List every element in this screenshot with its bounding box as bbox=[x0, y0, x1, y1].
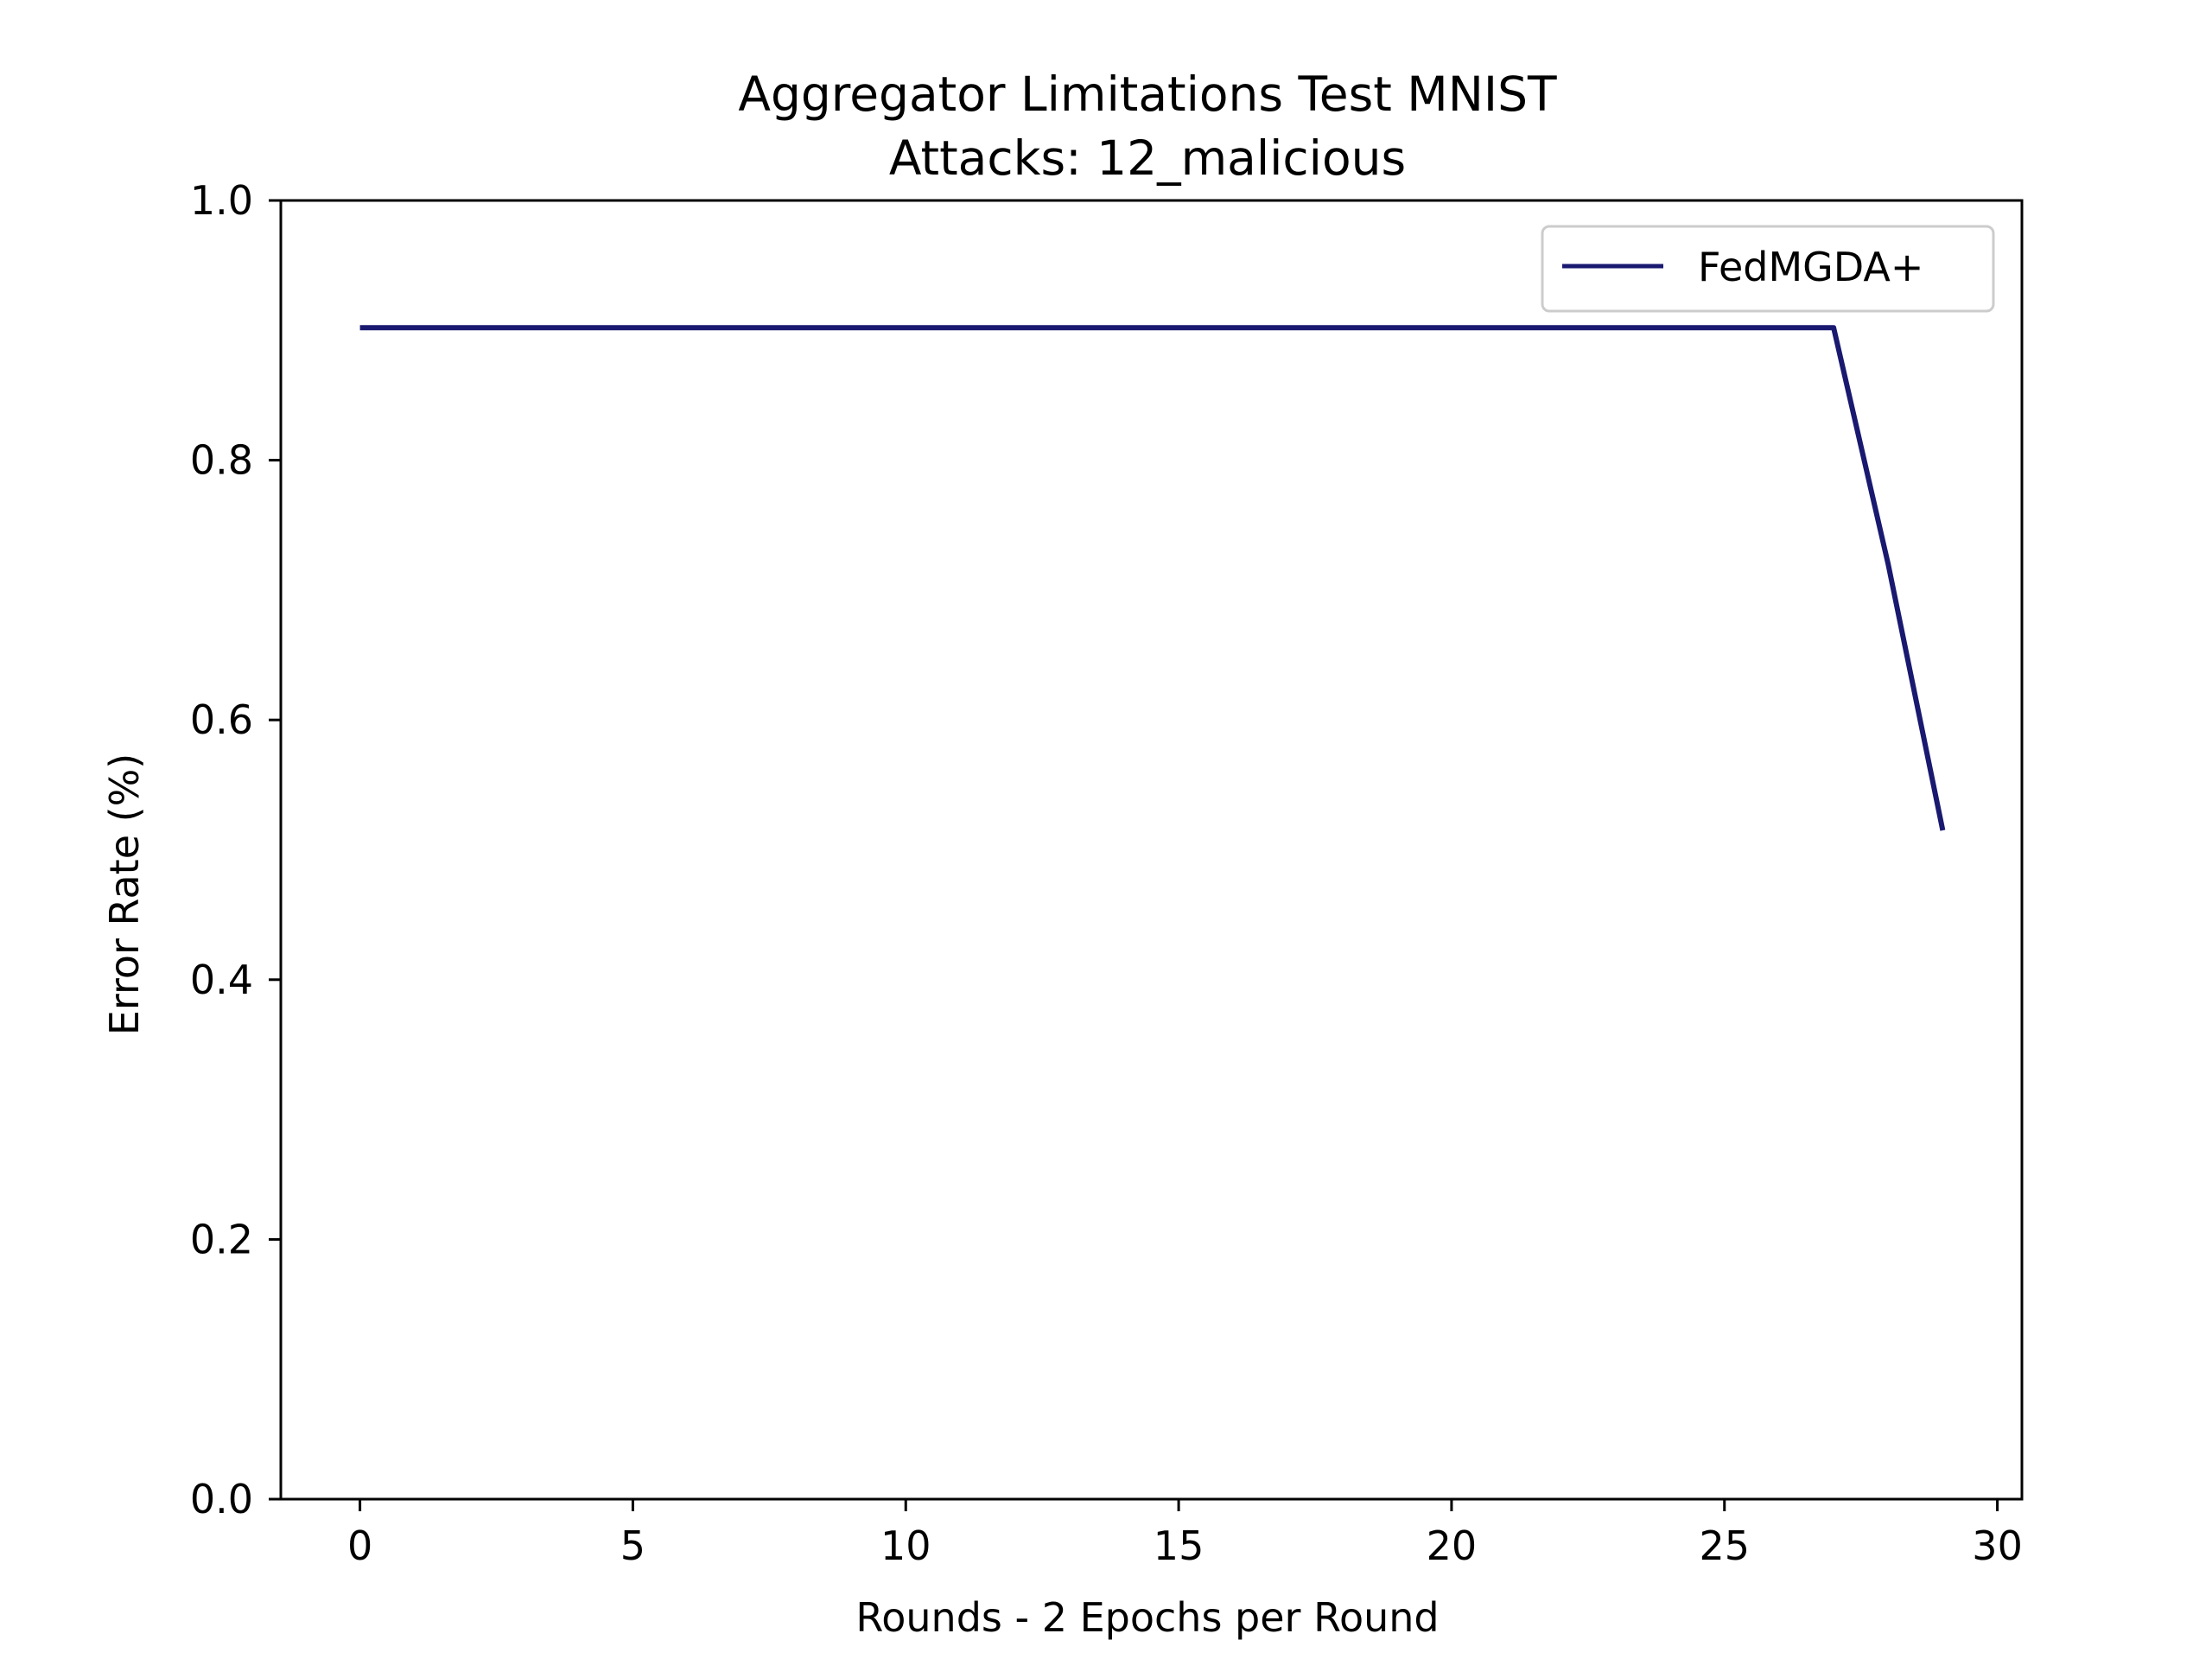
plot-frame bbox=[279, 199, 2024, 1501]
x-tick-label: 15 bbox=[1154, 1522, 1205, 1569]
y-tick-label: 0.8 bbox=[190, 437, 253, 484]
x-axis-label: Rounds - 2 Epochs per Round bbox=[855, 1594, 1439, 1641]
x-tick-label: 20 bbox=[1427, 1522, 1478, 1569]
y-tick-label: 0.0 bbox=[190, 1476, 253, 1522]
legend-box bbox=[1541, 225, 1995, 313]
chart-subtitle: Attacks: 12_malicious bbox=[889, 130, 1406, 186]
legend-label-fedmgda: FedMGDA+ bbox=[1698, 244, 1923, 290]
x-tick-label: 30 bbox=[1972, 1522, 2023, 1569]
chart-title: Aggregator Limitations Test MNIST bbox=[738, 67, 1557, 122]
y-tick-label: 1.0 bbox=[190, 177, 253, 224]
x-tick-label: 0 bbox=[347, 1522, 372, 1569]
y-axis-label: Error Rate (%) bbox=[101, 753, 148, 1035]
series-layer bbox=[359, 325, 1946, 831]
y-tick-label: 0.2 bbox=[190, 1216, 253, 1262]
x-tick-label: 5 bbox=[620, 1522, 645, 1569]
series-line-fedmgda bbox=[359, 325, 1946, 831]
x-tick-label: 10 bbox=[880, 1522, 931, 1569]
x-axis: 0 5 10 15 20 25 30 bbox=[347, 1499, 2023, 1569]
plot-area bbox=[279, 199, 2024, 1501]
legend: FedMGDA+ bbox=[1541, 225, 1995, 313]
x-tick-label: 25 bbox=[1699, 1522, 1750, 1569]
y-axis: 0.0 0.2 0.4 0.6 0.8 1.0 bbox=[190, 177, 281, 1522]
y-tick-label: 0.6 bbox=[190, 696, 253, 743]
y-tick-label: 0.4 bbox=[190, 957, 253, 1003]
